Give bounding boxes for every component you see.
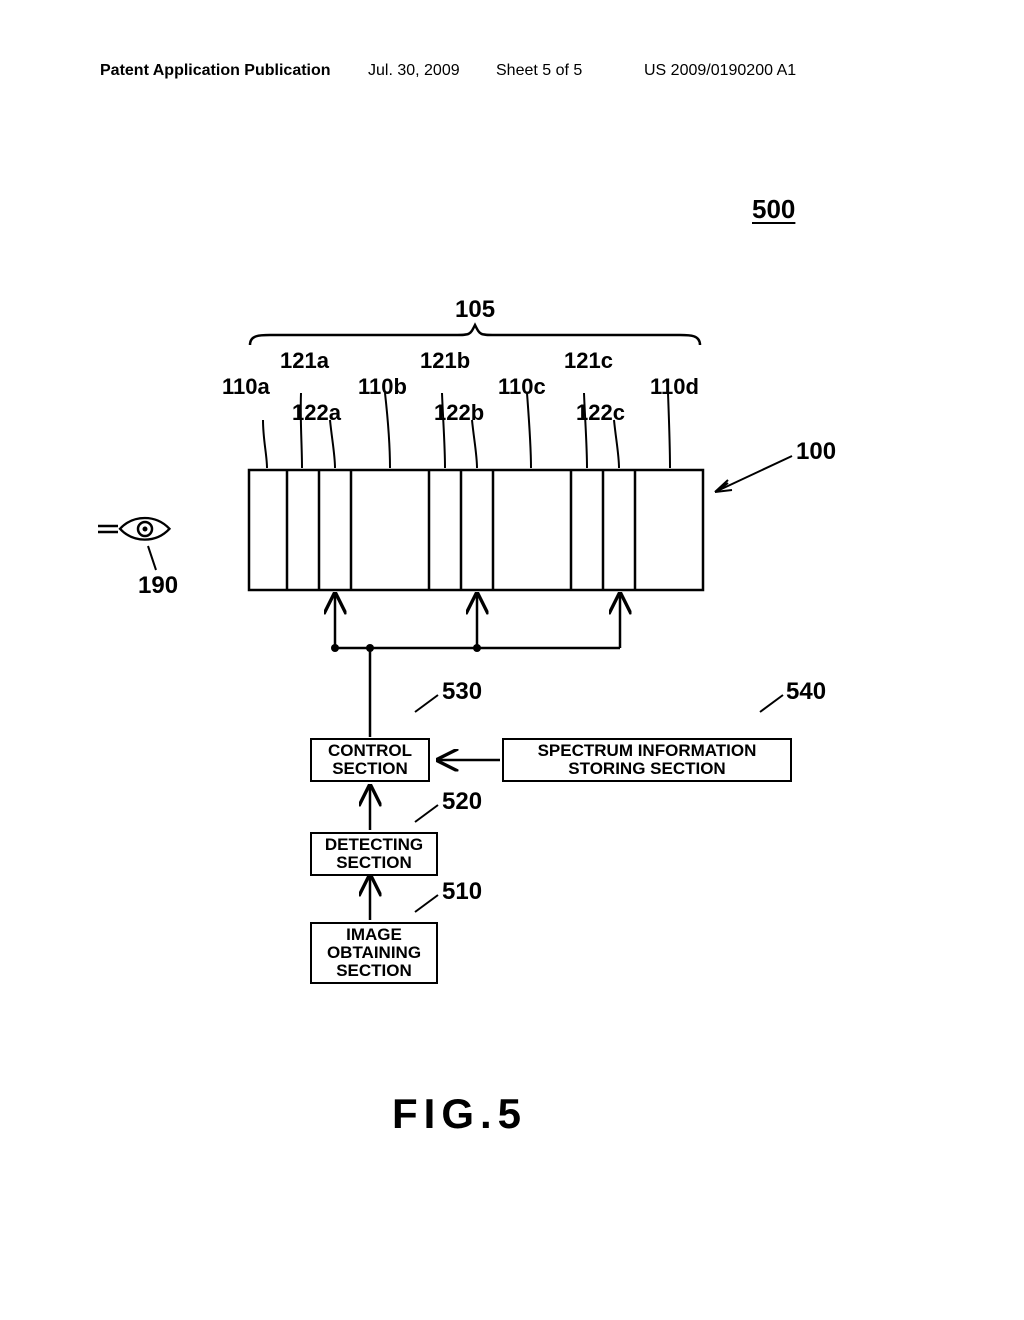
label-510: 510 <box>442 878 482 906</box>
box-detecting: DETECTING SECTION <box>310 832 438 876</box>
box-control: CONTROL SECTION <box>310 738 430 782</box>
figure-caption: FIG.5 <box>392 1090 527 1138</box>
label-530: 530 <box>442 678 482 706</box>
label-520: 520 <box>442 788 482 816</box>
label-110a: 110a <box>222 374 270 400</box>
box-image-text: IMAGE OBTAINING SECTION <box>318 926 430 980</box>
label-100: 100 <box>796 438 836 466</box>
label-110d: 110d <box>650 374 699 400</box>
label-121a: 121a <box>280 348 329 374</box>
label-121c: 121c <box>564 348 613 374</box>
box-spectrum-text: SPECTRUM INFORMATION STORING SECTION <box>510 742 784 778</box>
label-105: 105 <box>455 296 495 324</box>
label-122a: 122a <box>292 400 341 426</box>
label-122c: 122c <box>576 400 625 426</box>
box-detecting-text: DETECTING SECTION <box>318 836 430 872</box>
box-spectrum: SPECTRUM INFORMATION STORING SECTION <box>502 738 792 782</box>
label-190: 190 <box>138 572 178 600</box>
box-image-obtaining: IMAGE OBTAINING SECTION <box>310 922 438 984</box>
label-110c: 110c <box>498 374 546 400</box>
box-control-text: CONTROL SECTION <box>318 742 422 778</box>
label-121b: 121b <box>420 348 470 374</box>
label-110b: 110b <box>358 374 407 400</box>
label-540: 540 <box>786 678 826 706</box>
label-122b: 122b <box>434 400 484 426</box>
